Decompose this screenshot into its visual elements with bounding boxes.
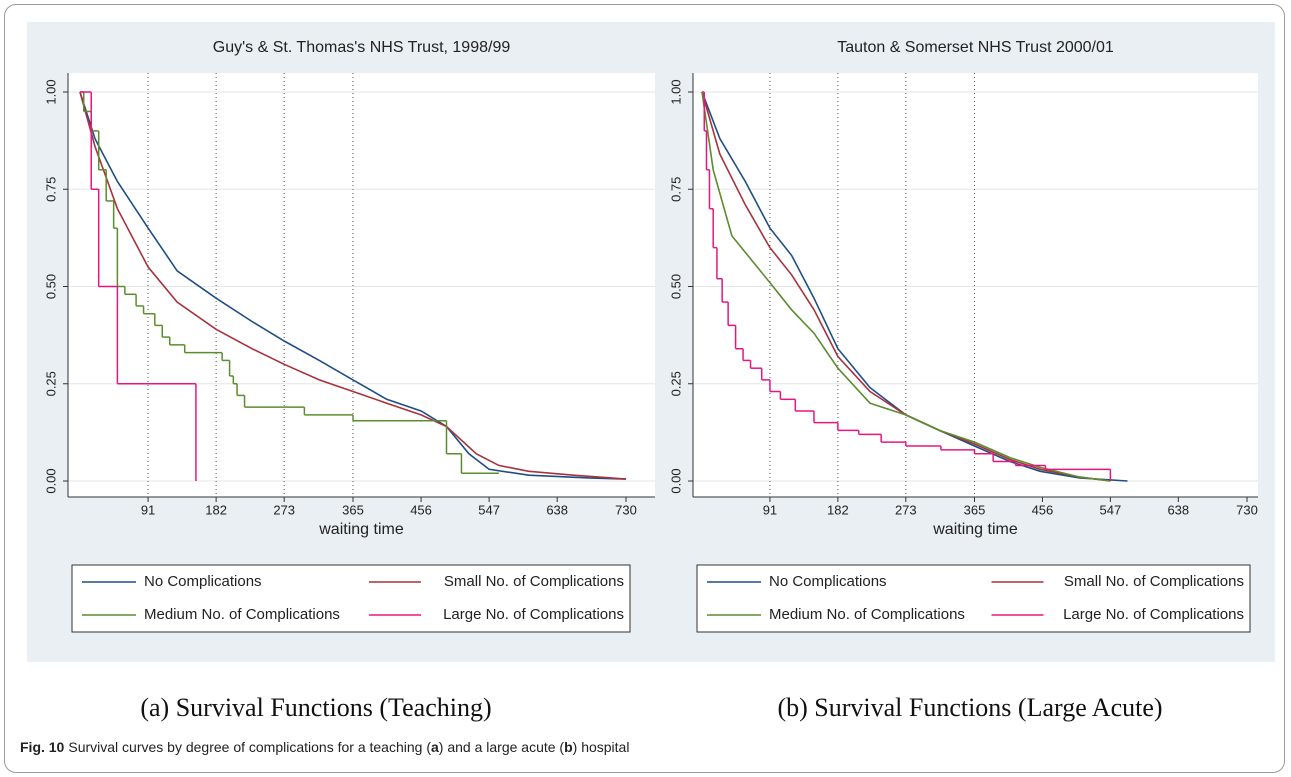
y-tick-label: 0.75 <box>668 177 683 202</box>
x-axis-label: waiting time <box>318 521 404 538</box>
y-tick-label: 0.75 <box>43 177 58 202</box>
y-tick-label: 0.25 <box>668 371 683 396</box>
legend-label: Small No. of Complications <box>444 573 624 590</box>
legend-label: No Complications <box>144 573 262 590</box>
caption-text: b <box>564 739 573 755</box>
x-tick-label: 456 <box>1032 502 1054 517</box>
survival-curve <box>79 91 627 480</box>
legend-label: No Complications <box>769 573 887 590</box>
legend-label: Large No. of Complications <box>1063 606 1244 623</box>
y-tick-label: 0.50 <box>668 274 683 299</box>
caption-text: a <box>431 739 439 755</box>
chart-title: Guy's & St. Thomas's NHS Trust, 1998/99 <box>213 39 511 56</box>
x-tick-label: 182 <box>827 502 849 517</box>
x-tick-label: 547 <box>478 502 500 517</box>
series-steps <box>702 91 1112 481</box>
y-tick-label: 0.00 <box>43 468 58 493</box>
x-tick-label: 547 <box>1100 502 1122 517</box>
caption-text: ) and a large acute ( <box>439 739 565 755</box>
legend-box <box>71 564 631 633</box>
x-tick-label: 638 <box>546 502 568 517</box>
legend-label: Medium No. of Complications <box>769 606 965 623</box>
caption-text: ) hospital <box>573 739 630 755</box>
survival-curve <box>79 91 627 480</box>
x-tick-label: 730 <box>1236 502 1258 517</box>
survival-curve <box>701 91 1128 482</box>
subcaption: (b) Survival Functions (Large Acute) <box>777 693 1162 722</box>
y-tick-label: 0.50 <box>43 274 58 299</box>
x-tick-label: 273 <box>273 502 295 517</box>
caption-text: Survival curves by degree of complicatio… <box>68 739 431 755</box>
survival-curve <box>701 91 1111 482</box>
chart-title: Tauton & Somerset NHS Trust 2000/01 <box>837 39 1114 56</box>
figure-frame <box>4 4 1285 773</box>
x-axis-label: waiting time <box>932 521 1018 538</box>
x-tick-label: 638 <box>1167 502 1189 517</box>
x-tick-label: 730 <box>615 502 637 517</box>
x-tick-label: 91 <box>141 502 155 517</box>
x-tick-label: 365 <box>964 502 986 517</box>
y-tick-label: 1.00 <box>43 79 58 104</box>
plot-area <box>68 73 655 497</box>
caption: Fig. 10 Survival curves by degree of comp… <box>20 739 629 755</box>
plot-area <box>693 73 1258 497</box>
legend-label: Small No. of Complications <box>1064 573 1244 590</box>
caption-label: Fig. 10 <box>20 739 65 755</box>
x-tick-label: 182 <box>205 502 227 517</box>
subcaption: (a) Survival Functions (Teaching) <box>140 693 491 722</box>
legend-label: Medium No. of Complications <box>144 606 340 623</box>
y-tick-label: 1.00 <box>668 79 683 104</box>
x-tick-label: 273 <box>895 502 917 517</box>
series-steps <box>80 91 499 474</box>
series-steps <box>80 91 197 481</box>
legend-box <box>696 564 1251 633</box>
y-tick-label: 0.00 <box>668 468 683 493</box>
x-tick-label: 91 <box>763 502 777 517</box>
legend-label: Large No. of Complications <box>443 606 624 623</box>
x-tick-label: 456 <box>410 502 432 517</box>
x-tick-label: 365 <box>342 502 364 517</box>
y-tick-label: 0.25 <box>43 371 58 396</box>
